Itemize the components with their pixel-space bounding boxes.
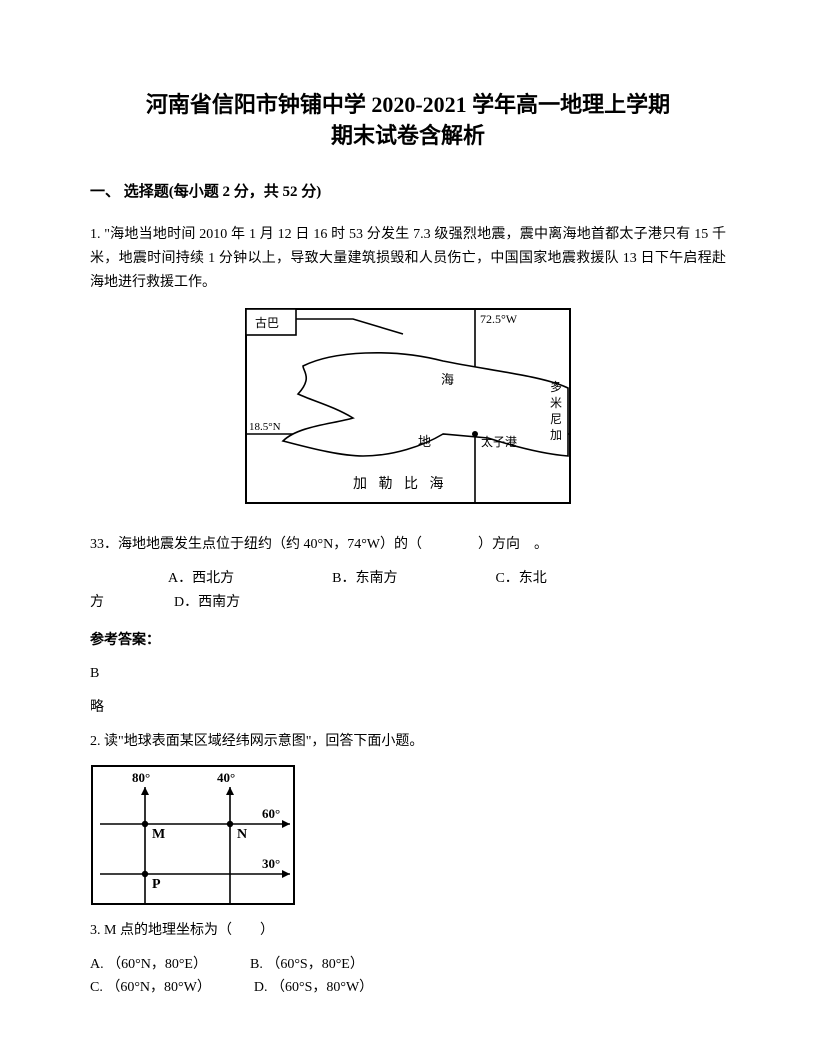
grid-right-bottom: 30° — [262, 856, 280, 871]
section-heading: 一、 选择题(每小题 2 分，共 52 分) — [90, 180, 726, 206]
q2-options-row1: A. （60°N，80°E） B. （60°S，80°E） — [90, 953, 726, 977]
grid-P: P — [152, 877, 161, 892]
grid-top-left: 80° — [132, 770, 150, 785]
q1-sub: 33．海地地震发生点位于纽约（约 40°N，74°W）的（ ）方向 。 — [90, 533, 726, 557]
map-label-carib: 加 勒 比 海 — [353, 476, 448, 492]
map-label-lon: 72.5°W — [480, 312, 518, 326]
page-title: 河南省信阳市钟铺中学 2020-2021 学年高一地理上学期 期末试卷含解析 — [90, 90, 726, 152]
q2-optA: A. （60°N，80°E） — [90, 957, 207, 972]
q1-options-row2: 方 D．西南方 — [90, 591, 726, 615]
q2-optC: C. （60°N，80°W） — [90, 980, 211, 995]
q2-options-row2: C. （60°N，80°W） D. （60°S，80°W） — [90, 976, 726, 1000]
map-label-port: 太子港 — [481, 434, 517, 449]
map-label-lat: 18.5°N — [249, 421, 281, 433]
q2-optD: D. （60°S，80°W） — [254, 980, 373, 995]
map-label-hai: 海 — [441, 372, 454, 387]
q1-options-row1: A．西北方 B．东南方 C．东北 — [90, 567, 726, 591]
q1-stem: 1. "海地当地时间 2010 年 1 月 12 日 16 时 53 分发生 7… — [90, 223, 726, 294]
grid-top-right: 40° — [217, 770, 235, 785]
grid-M: M — [152, 827, 165, 842]
q1-options: A．西北方 B．东南方 C．东北 方 D．西南方 — [90, 567, 726, 615]
q1-explain: 略 — [90, 696, 726, 720]
q2-optB: B. （60°S，80°E） — [250, 957, 364, 972]
grid-right-top: 60° — [262, 806, 280, 821]
q2-stem: 2. 读"地球表面某区域经纬网示意图"，回答下面小题。 — [90, 730, 726, 754]
title-line-1: 河南省信阳市钟铺中学 2020-2021 学年高一地理上学期 — [90, 90, 726, 121]
q1-answer: B — [90, 662, 726, 686]
grid-N: N — [237, 827, 247, 842]
map-label-di: 地 — [418, 434, 431, 449]
q1-map-figure: 古巴 72.5°W 海 地 太子港 18.5°N 加 勒 比 海 多 米 尼 加 — [90, 306, 726, 515]
title-line-2: 期末试卷含解析 — [90, 121, 726, 152]
answer-label: 参考答案： — [90, 629, 726, 653]
latlon-grid-icon: 80° 40° 60° 30° M N P — [90, 764, 300, 909]
map-label-cuba: 古巴 — [255, 315, 279, 330]
q2-sub: 3. M 点的地理坐标为（ ） — [90, 919, 726, 943]
map-label-dom-4: 加 — [550, 428, 562, 442]
haiti-map-icon: 古巴 72.5°W 海 地 太子港 18.5°N 加 勒 比 海 多 米 尼 加 — [243, 306, 573, 506]
map-label-dom-2: 米 — [550, 396, 562, 410]
map-label-dom-3: 尼 — [550, 412, 562, 426]
map-label-dom-1: 多 — [550, 380, 562, 394]
